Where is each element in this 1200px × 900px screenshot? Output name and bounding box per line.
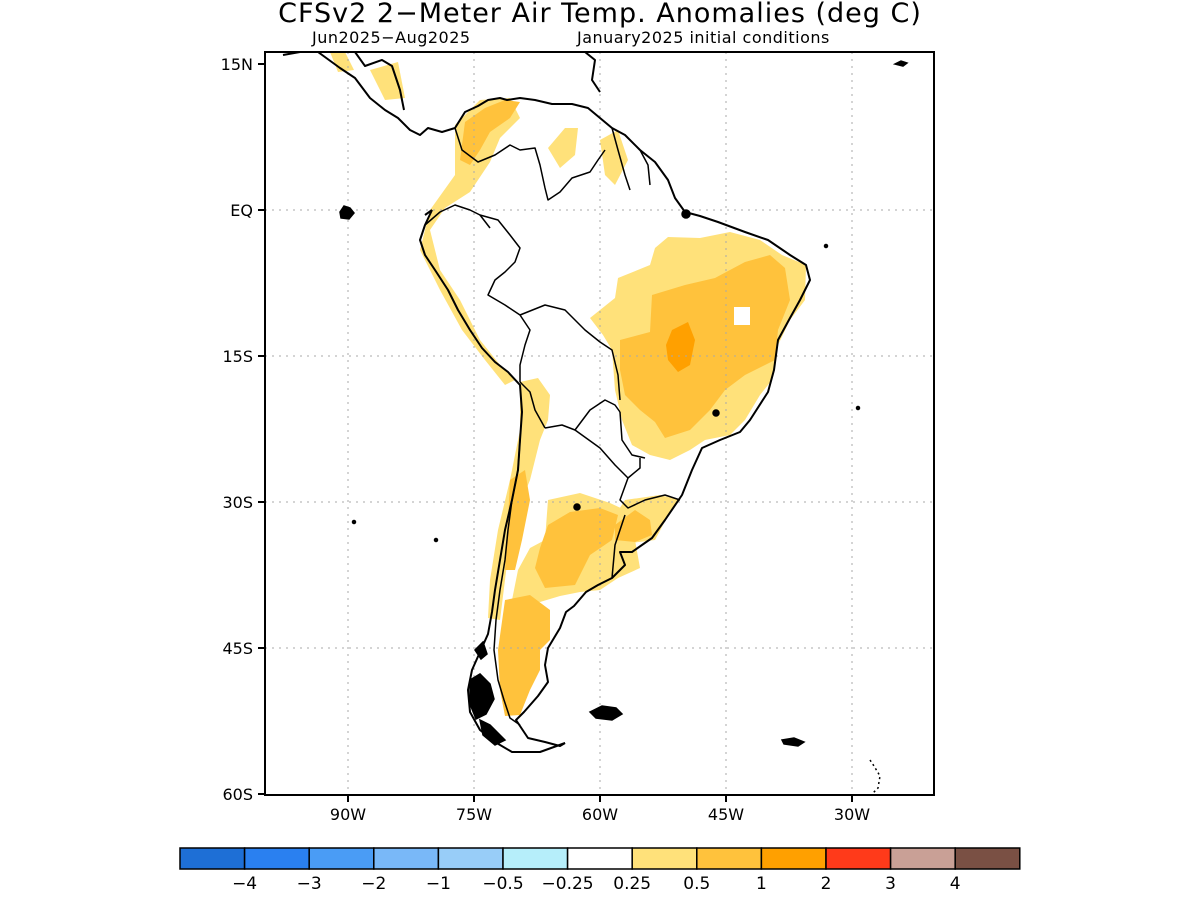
colorbar-label: 2 xyxy=(821,874,832,894)
colorbar-label: −3 xyxy=(297,874,322,894)
axis-ticks xyxy=(258,63,853,802)
colorbar-swatch xyxy=(889,847,956,870)
islands xyxy=(339,60,909,795)
latitude-labels: 15N EQ 15S 30S 45S 60S xyxy=(221,55,253,804)
lat-label: 15S xyxy=(222,347,253,366)
lat-label: 30S xyxy=(222,493,253,512)
colorbar-swatch xyxy=(179,847,246,870)
anomaly-fill-high xyxy=(666,322,695,372)
forecast-period: Jun2025−Aug2025 xyxy=(312,28,471,47)
colorbar-label: −4 xyxy=(232,874,257,894)
colorbar-swatch xyxy=(243,847,310,870)
lon-label: 30W xyxy=(834,805,870,824)
colorbar-label: −2 xyxy=(361,874,386,894)
lat-label: 45S xyxy=(222,639,253,658)
colorbar-swatch xyxy=(696,847,763,870)
lat-label: 15N xyxy=(221,55,253,74)
colorbar-label: −0.25 xyxy=(542,874,594,894)
colorbar-swatch xyxy=(308,847,375,870)
colorbar-swatch xyxy=(437,847,504,870)
country-borders xyxy=(424,127,681,726)
colorbar-swatch xyxy=(631,847,698,870)
colorbar-swatch xyxy=(760,847,827,870)
lon-label: 60W xyxy=(582,805,618,824)
lat-label: 60S xyxy=(222,785,253,804)
anomaly-fill-mid xyxy=(460,100,790,716)
initial-conditions: January2025 initial conditions xyxy=(577,28,830,47)
colorbar-label: 0.25 xyxy=(613,874,651,894)
anomaly-gap xyxy=(734,307,750,325)
colorbar: −4 −3 −2 −1 −0.5 −0.25 0.25 0.5 1 2 3 4 xyxy=(179,847,1021,894)
graticule xyxy=(265,52,934,795)
lon-label: 45W xyxy=(708,805,744,824)
lon-label: 90W xyxy=(330,805,366,824)
colorbar-label: −1 xyxy=(426,874,451,894)
colorbar-swatch xyxy=(566,847,633,870)
colorbar-swatch xyxy=(825,847,892,870)
colorbar-label: −0.5 xyxy=(482,874,523,894)
colorbar-label: 4 xyxy=(950,874,961,894)
colorbar-label: 1 xyxy=(756,874,767,894)
colorbar-swatch xyxy=(373,847,440,870)
lon-label: 75W xyxy=(456,805,492,824)
colorbar-label: 3 xyxy=(885,874,896,894)
colorbar-label: 0.5 xyxy=(683,874,710,894)
longitude-labels: 90W 75W 60W 45W 30W xyxy=(330,805,870,824)
map-title: CFSv2 2−Meter Air Temp. Anomalies (deg C… xyxy=(278,0,922,29)
colorbar-swatch xyxy=(502,847,569,870)
colorbar-swatch xyxy=(954,847,1021,870)
lat-label: EQ xyxy=(230,201,253,220)
